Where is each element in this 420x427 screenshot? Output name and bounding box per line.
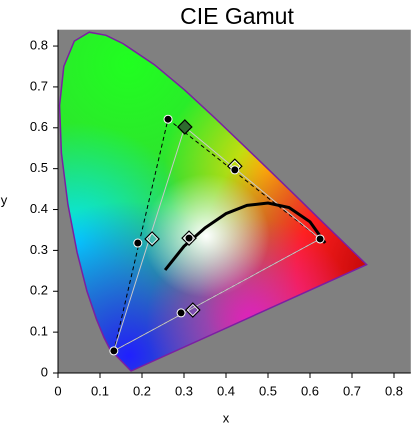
y-tick-label: 0.4 xyxy=(30,201,48,216)
point xyxy=(184,233,194,243)
x-tick-label: 0.8 xyxy=(385,383,403,398)
y-tick-label: 0 xyxy=(41,364,48,379)
diamond-halo xyxy=(186,303,199,317)
y-tick-label: 0.6 xyxy=(30,119,48,134)
y-tick-label: 0.8 xyxy=(30,37,48,52)
plot-marks xyxy=(58,31,368,372)
y-axis-label: y xyxy=(1,192,8,207)
point xyxy=(315,234,325,244)
point xyxy=(176,308,186,318)
diamond-point xyxy=(181,230,197,246)
x-tick-label: 0.3 xyxy=(175,383,193,398)
diamond-halo xyxy=(146,232,159,246)
point xyxy=(133,238,143,248)
point xyxy=(109,346,119,356)
spectral-locus xyxy=(58,31,368,372)
y-tick-label: 0.5 xyxy=(30,160,48,175)
point xyxy=(230,165,240,175)
gamut-triangle xyxy=(113,126,321,352)
y-tick-label: 0.1 xyxy=(30,324,48,339)
x-tick-label: 0.4 xyxy=(217,383,235,398)
x-tick-label: 0 xyxy=(54,383,61,398)
diamond-point xyxy=(144,231,160,247)
x-tick-label: 0.6 xyxy=(301,383,319,398)
x-tick-label: 0.2 xyxy=(133,383,151,398)
x-tick-label: 0.5 xyxy=(259,383,277,398)
chart-title: CIE Gamut xyxy=(180,3,294,29)
x-axis-label: x xyxy=(223,410,230,425)
y-tick-label: 0.3 xyxy=(30,242,48,257)
x-tick-label: 0.7 xyxy=(343,383,361,398)
y-tick-label: 0.2 xyxy=(30,283,48,298)
point xyxy=(163,114,173,124)
diamond-point xyxy=(176,119,193,135)
axes: 0 0.1 0.2 0.3 0.4 0.5 0.6 0.7 0.8 0 0.1 0.2 0.3 0.4 0.… xyxy=(30,29,411,398)
x-tick-label: 0.1 xyxy=(91,383,109,398)
y-tick-label: 0.7 xyxy=(30,78,48,93)
diamond-point xyxy=(184,302,201,318)
